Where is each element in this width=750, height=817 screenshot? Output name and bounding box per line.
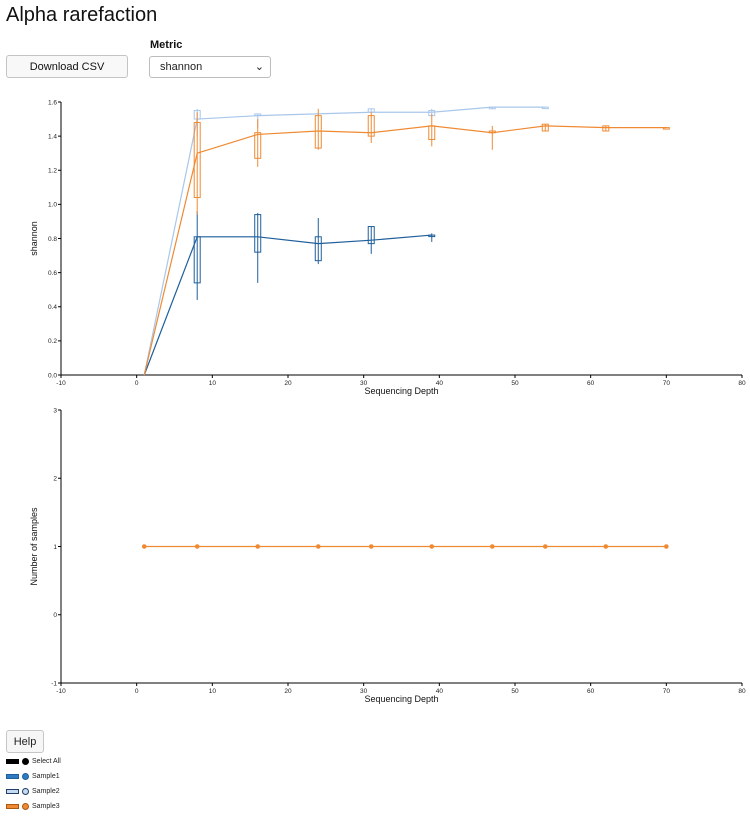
series-sample1 [143, 211, 436, 376]
box [254, 214, 262, 253]
page-title: Alpha rarefaction [6, 4, 158, 26]
legend-item-label: Sample3 [32, 803, 60, 810]
legend-item-sample3[interactable]: Sample3 [6, 799, 61, 814]
x-tick-label: -10 [56, 380, 66, 387]
data-point [542, 544, 548, 549]
x-axis-label: Sequencing Depth [364, 386, 438, 396]
x-tick-label: 70 [663, 380, 671, 387]
series-sample3 [143, 108, 670, 376]
box [488, 106, 496, 110]
y-axis-label: Number of samples [29, 507, 39, 586]
box [193, 121, 201, 199]
x-axis-label: Sequencing Depth [364, 694, 438, 704]
x-tick-label: 0 [135, 380, 139, 387]
y-tick-label: 0.6 [48, 270, 57, 277]
y-tick-label: 1.4 [48, 133, 57, 140]
x-tick-label: 80 [738, 380, 746, 387]
y-tick-label: 1.0 [48, 202, 57, 209]
legend: Select All Sample1 Sample2 Sample3 [6, 754, 61, 814]
box [367, 226, 375, 245]
legend-line-swatch [6, 789, 19, 794]
legend-line-swatch [6, 804, 19, 809]
data-point [141, 544, 147, 549]
x-tick-label: 40 [436, 380, 444, 387]
x-tick-label: 70 [663, 688, 671, 695]
download-csv-button[interactable]: Download CSV [6, 55, 128, 78]
x-tick-label: -10 [56, 688, 66, 695]
data-point [368, 544, 374, 549]
box [254, 132, 262, 159]
legend-line-swatch [6, 774, 19, 779]
y-tick-label: 1 [53, 544, 57, 551]
box [602, 125, 610, 132]
series-line [143, 106, 546, 376]
x-tick-label: 20 [284, 688, 292, 695]
y-tick-label: 1.2 [48, 168, 57, 175]
legend-line-swatch [6, 759, 19, 764]
rarefaction-chart: -10 0 10 20 30 40 50 60 70 80 0.0 0.2 0.4 0.6 0.8 1.0 1.… [29, 99, 746, 396]
metric-label: Metric [150, 39, 183, 51]
x-tick-label: 50 [511, 380, 519, 387]
y-tick-label: 0.4 [48, 304, 57, 311]
data-point [664, 544, 669, 549]
y-tick-label: 3 [53, 407, 57, 414]
x-tick-label: 80 [738, 688, 746, 695]
box [193, 236, 201, 284]
x-tick-label: 20 [284, 380, 292, 387]
box [428, 234, 436, 238]
box [314, 236, 322, 262]
x-tick-label: 0 [135, 688, 139, 695]
legend-dot-icon [22, 773, 29, 780]
data-point [490, 544, 495, 549]
box [254, 113, 262, 117]
x-tick-label: 30 [360, 688, 368, 695]
legend-item-label: Sample1 [32, 773, 60, 780]
legend-dot-icon [22, 803, 29, 810]
data-point [429, 544, 435, 549]
legend-item-label: Sample2 [32, 788, 60, 795]
x-tick-label: 10 [209, 688, 217, 695]
y-tick-label: 1.6 [48, 99, 57, 106]
x-tick-label: 40 [436, 688, 444, 695]
legend-select-all[interactable]: Select All [6, 754, 61, 769]
series-sample2 [143, 106, 549, 376]
box [662, 127, 670, 130]
x-tick-label: 50 [511, 688, 519, 695]
y-tick-label: 0.2 [48, 338, 57, 345]
y-tick-label: -1 [51, 680, 57, 687]
legend-dot-icon [22, 758, 29, 765]
box [541, 106, 549, 110]
x-tick-label: 60 [587, 688, 595, 695]
y-tick-label: 2 [53, 476, 57, 483]
data-point [194, 544, 200, 549]
y-tick-label: 0.8 [48, 236, 57, 243]
metric-select[interactable]: shannon ⌄ [149, 56, 271, 78]
box [367, 115, 375, 137]
series-line [143, 234, 432, 376]
x-tick-label: 30 [360, 380, 368, 387]
y-axis-label: shannon [29, 221, 39, 256]
legend-item-sample2[interactable]: Sample2 [6, 784, 61, 799]
data-point [603, 544, 609, 549]
box [314, 115, 322, 149]
legend-dot-icon [22, 788, 29, 795]
chevron-down-icon: ⌄ [254, 61, 264, 73]
x-tick-label: 60 [587, 380, 595, 387]
legend-select-all-label: Select All [32, 758, 61, 765]
help-button[interactable]: Help [6, 730, 44, 753]
box [428, 125, 436, 141]
series-sample3 [141, 544, 669, 549]
x-tick-label: 10 [209, 380, 217, 387]
box [488, 130, 496, 134]
y-tick-label: 0 [53, 612, 57, 619]
y-tick-label: 0.0 [48, 372, 57, 379]
data-point [255, 544, 261, 549]
data-point [315, 544, 321, 549]
legend-item-sample1[interactable]: Sample1 [6, 769, 61, 784]
series-line [143, 125, 667, 376]
box [541, 123, 549, 132]
metric-selected-value: shannon [160, 61, 203, 73]
